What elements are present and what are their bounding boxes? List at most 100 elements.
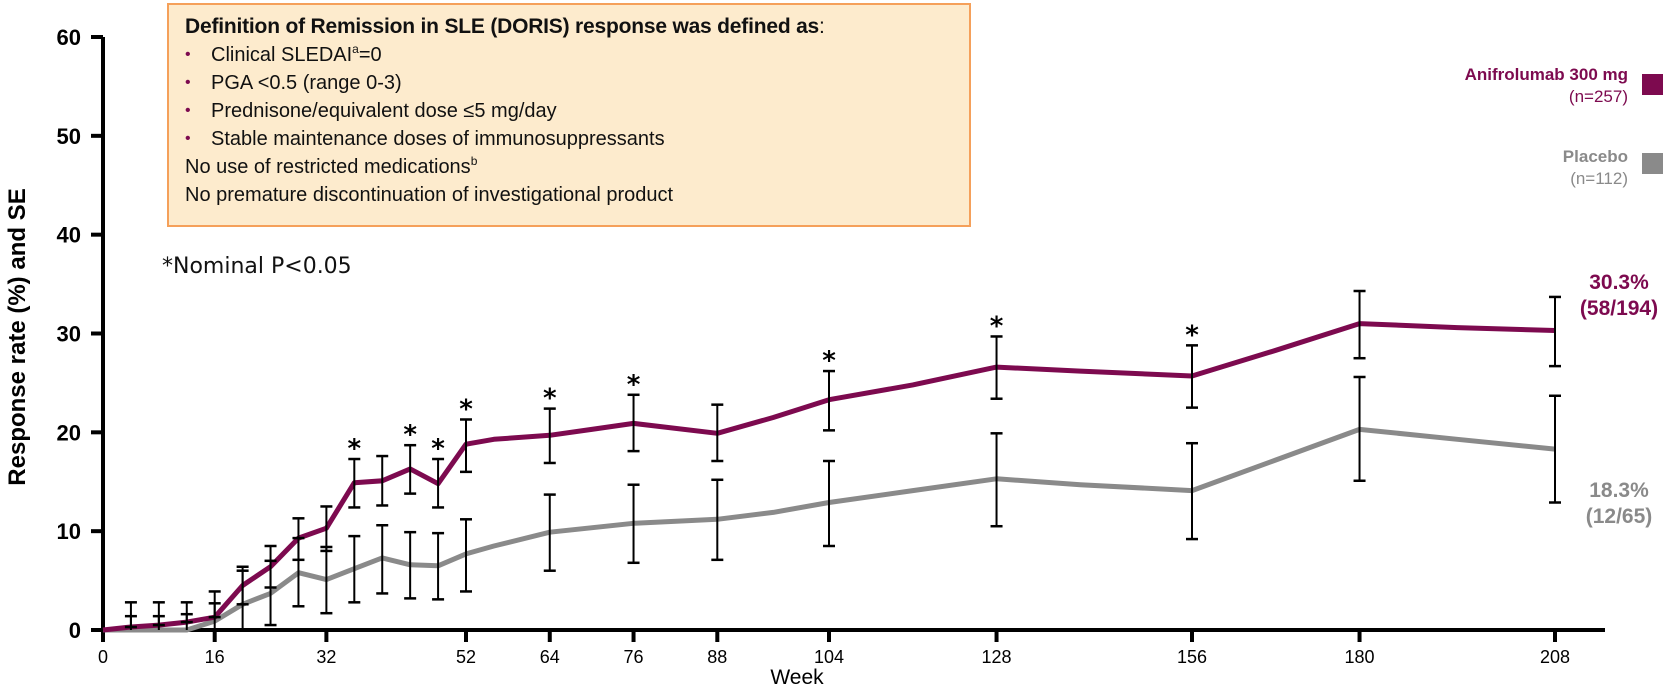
error-bar <box>1186 344 1198 409</box>
definition-bullet: • PGA <0.5 (range 0-3) <box>185 69 969 97</box>
x-tick-label: 52 <box>456 647 476 667</box>
legend-entry-placebo: Placebo (n=112) <box>1563 146 1628 190</box>
error-bar <box>236 565 249 606</box>
error-bar <box>543 407 556 465</box>
error-bar <box>543 493 556 572</box>
y-tick-label: 20 <box>57 420 81 445</box>
significance-markers: * * * * * * * * * <box>348 311 1200 464</box>
legend-label: Placebo <box>1562 147 1628 166</box>
bullet-text: PGA <0.5 (range 0-3) <box>211 72 402 94</box>
x-tick-label: 180 <box>1345 647 1375 667</box>
bullet-icon: • <box>185 74 191 91</box>
axis-ticks: 0 10 20 30 40 50 60 0 16 32 52 64 76 88 104 128 156 180 20… <box>57 25 1571 667</box>
significance-asterisk: * <box>990 311 1004 341</box>
definition-bullet: • Clinical SLEDAIa=0 <box>185 41 969 69</box>
end-label-fraction: (58/194) <box>1579 297 1659 320</box>
error-bar <box>376 454 389 507</box>
x-axis-label: Week <box>770 666 824 689</box>
error-bar <box>124 601 137 629</box>
error-bar <box>823 459 835 548</box>
error-bar <box>1353 375 1366 483</box>
bullet-text: Stable maintenance doses of immunosuppre… <box>211 128 665 150</box>
error-bar <box>990 335 1003 400</box>
end-label-placebo: 18.3% (12/65) <box>1574 478 1664 530</box>
definition-line: No premature discontinuation of investig… <box>185 184 674 206</box>
significance-asterisk: * <box>348 434 362 464</box>
error-bar <box>1549 394 1561 504</box>
y-tick-label: 40 <box>57 223 81 248</box>
error-bar <box>460 518 472 593</box>
x-tick-label: 104 <box>814 647 844 667</box>
series-lines <box>102 321 1556 633</box>
definition-box: Definition of Remission in SLE (DORIS) r… <box>167 3 971 227</box>
bullet-icon: • <box>185 130 191 147</box>
error-bar <box>460 418 472 474</box>
x-tick-label: 88 <box>707 647 727 667</box>
end-label-anifrolumab: 30.3% (58/194) <box>1574 270 1664 322</box>
end-label-fraction: (12/65) <box>1585 505 1653 528</box>
bullet-icon: • <box>185 102 191 119</box>
error-bar <box>404 530 417 600</box>
x-tick-label: 156 <box>1177 647 1207 667</box>
error-bar <box>376 523 389 595</box>
legend-entry-anifrolumab: Anifrolumab 300 mg (n=257) <box>1465 64 1628 108</box>
error-bar <box>264 544 277 589</box>
legend-n: (n=112) <box>1570 169 1628 188</box>
y-tick-label: 50 <box>57 124 81 149</box>
y-tick-label: 10 <box>57 519 81 544</box>
error-bar <box>711 478 724 562</box>
legend-label: Anifrolumab 300 mg <box>1464 65 1628 84</box>
error-bars <box>124 289 1561 630</box>
error-bar <box>320 505 333 553</box>
error-bar <box>627 393 640 453</box>
bullet-text: Prednisone/equivalent dose ≤5 mg/day <box>211 100 557 122</box>
bullet-icon: • <box>185 46 191 63</box>
error-bar <box>348 457 361 509</box>
significance-asterisk: * <box>1185 320 1199 350</box>
x-tick-label: 32 <box>316 647 336 667</box>
y-tick-label: 60 <box>57 25 81 50</box>
x-tick-label: 64 <box>540 647 560 667</box>
x-tick-label: 76 <box>624 647 644 667</box>
significance-asterisk: * <box>822 346 836 376</box>
error-bar <box>432 457 445 509</box>
error-bar <box>404 443 417 495</box>
definition-line: No use of restricted medicationsb <box>185 154 478 178</box>
legend-swatch-anifrolumab <box>1642 74 1663 95</box>
significance-asterisk: * <box>459 394 473 424</box>
definition-title: Definition of Remission in SLE (DORIS) r… <box>185 13 969 41</box>
error-bar <box>208 590 221 619</box>
x-tick-label: 128 <box>982 647 1012 667</box>
x-tick-label: 16 <box>205 647 225 667</box>
error-bar <box>1186 441 1198 541</box>
y-tick-label: 0 <box>69 618 81 643</box>
definition-title-text: Definition of Remission in SLE (DORIS) r… <box>185 15 820 38</box>
error-bar <box>1549 295 1561 368</box>
error-bar <box>990 432 1003 528</box>
series-line-anifrolumab <box>102 321 1556 633</box>
definition-bullet: • Stable maintenance doses of immunosuppr… <box>185 125 969 153</box>
error-bar <box>292 517 305 562</box>
series-line-placebo <box>103 426 1556 633</box>
definition-title-colon: : <box>819 15 825 38</box>
error-bar <box>348 534 361 604</box>
y-axis-label: Response rate (%) and SE <box>4 188 31 486</box>
x-tick-label: 0 <box>98 647 108 667</box>
definition-bullet: • Prednisone/equivalent dose ≤5 mg/day <box>185 97 969 125</box>
significance-asterisk: * <box>403 420 417 450</box>
error-bar <box>432 531 445 601</box>
significance-asterisk: * <box>627 370 641 400</box>
legend-swatch-placebo <box>1642 153 1663 174</box>
end-label-percent: 30.3% <box>1589 271 1649 294</box>
error-bar <box>627 483 640 565</box>
legend-n: (n=257) <box>1568 87 1628 106</box>
error-bar <box>152 601 165 627</box>
error-bar <box>180 601 193 624</box>
error-bar <box>823 369 835 432</box>
error-bar <box>711 403 724 463</box>
bullet-text: Clinical SLEDAIa=0 <box>211 42 382 66</box>
footnote-nominal-p: *Nominal P<0.05 <box>162 254 352 279</box>
x-tick-label: 208 <box>1540 647 1570 667</box>
end-label-percent: 18.3% <box>1589 479 1649 502</box>
